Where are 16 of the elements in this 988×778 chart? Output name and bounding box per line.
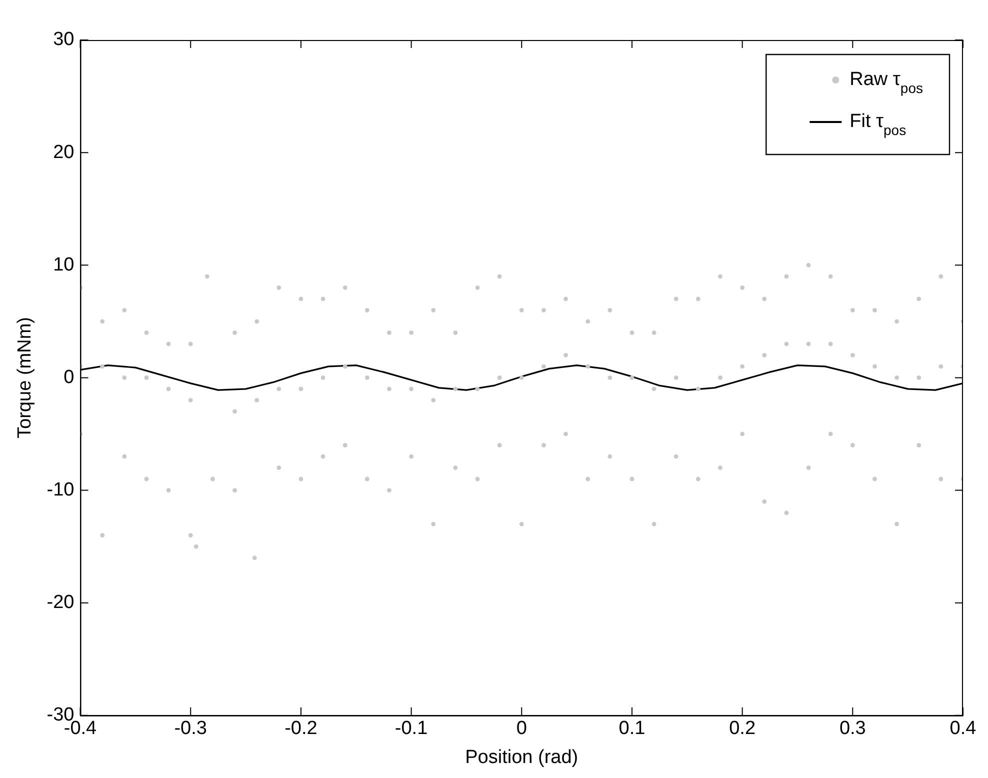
y-tick-label: 0 bbox=[64, 366, 74, 388]
x-tick-label: 0.3 bbox=[839, 718, 866, 740]
x-tick-label: -0.1 bbox=[394, 718, 428, 740]
y-tick-label: 30 bbox=[53, 29, 74, 50]
y-tick-label: -20 bbox=[46, 592, 74, 614]
y-tick-label: -10 bbox=[46, 480, 74, 500]
x-tick-label: 0.1 bbox=[618, 718, 646, 740]
x-tick-label: -0.3 bbox=[174, 718, 207, 740]
x-tick-label: 0.2 bbox=[729, 718, 756, 740]
y-tick-label: 10 bbox=[53, 254, 74, 276]
x-tick-label: 0 bbox=[516, 718, 527, 740]
y-tick-label: 20 bbox=[53, 142, 74, 163]
x-axis-title: Position (rad) bbox=[465, 746, 578, 768]
y-axis-title: Torque (mNm) bbox=[14, 316, 36, 438]
x-tick-label: 0.4 bbox=[950, 718, 977, 740]
x-tick-label: -0.2 bbox=[284, 718, 318, 740]
